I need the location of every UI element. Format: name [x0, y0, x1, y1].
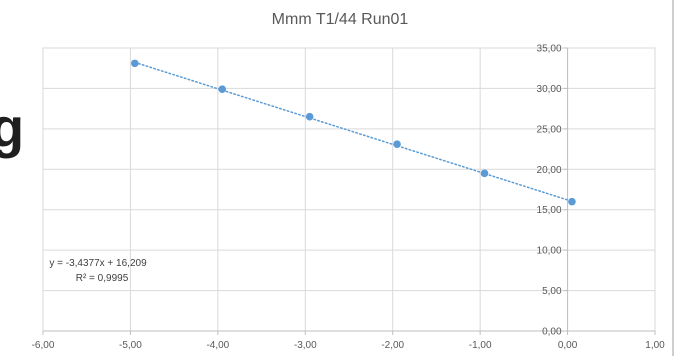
x-axis-tick-labels: -6,00 -5,00 -4,00 -3,00 -2,00 -1,00 0,00 1,00 [32, 340, 666, 351]
x-tick-label: 1,00 [645, 340, 665, 351]
x-tick-label: -4,00 [206, 340, 229, 351]
y-tick-label: 10,00 [537, 246, 562, 257]
y-tick-label: 20,00 [537, 165, 562, 176]
y-tick-label: 15,00 [537, 205, 562, 216]
axes [42, 47, 656, 335]
data-point [131, 59, 139, 68]
trendline [134, 61, 573, 203]
trendline-equation-text: y = -3,4377x + 16,209 [49, 258, 147, 269]
x-tick-label: 0,00 [558, 340, 578, 351]
trendline-equation: y = -3,4377x + 16,209 R² = 0,9995 [49, 258, 147, 284]
trendline-line [134, 61, 573, 203]
y-tick-label: 25,00 [537, 124, 562, 135]
data-points [131, 59, 576, 206]
x-tick-label: -1,00 [469, 340, 492, 351]
r-squared-text: R² = 0,9995 [76, 273, 129, 284]
data-point [568, 197, 576, 206]
x-tick-label: -2,00 [381, 340, 404, 351]
window-edge-divider [672, 0, 674, 356]
x-tick-label: -5,00 [119, 340, 142, 351]
y-tick-label: 0,00 [542, 327, 562, 338]
y-tick-label: 30,00 [537, 84, 562, 95]
y-tick-label: 35,00 [537, 44, 562, 55]
x-tick-label: -6,00 [32, 340, 55, 351]
plot-area-border [42, 47, 656, 332]
gridlines [42, 47, 656, 332]
data-point [480, 169, 489, 178]
chart-title: Mmm T1/44 Run01 [272, 11, 409, 28]
y-axis-tick-labels: 0,00 5,00 10,00 15,00 20,00 25,00 30,00 35,00 [537, 44, 562, 338]
x-tick-label: -3,00 [294, 340, 317, 351]
cropped-text-fragment: g [0, 96, 25, 159]
y-tick-label: 5,00 [542, 286, 562, 297]
data-point [393, 140, 401, 149]
data-point [305, 112, 314, 121]
data-point [218, 85, 227, 94]
